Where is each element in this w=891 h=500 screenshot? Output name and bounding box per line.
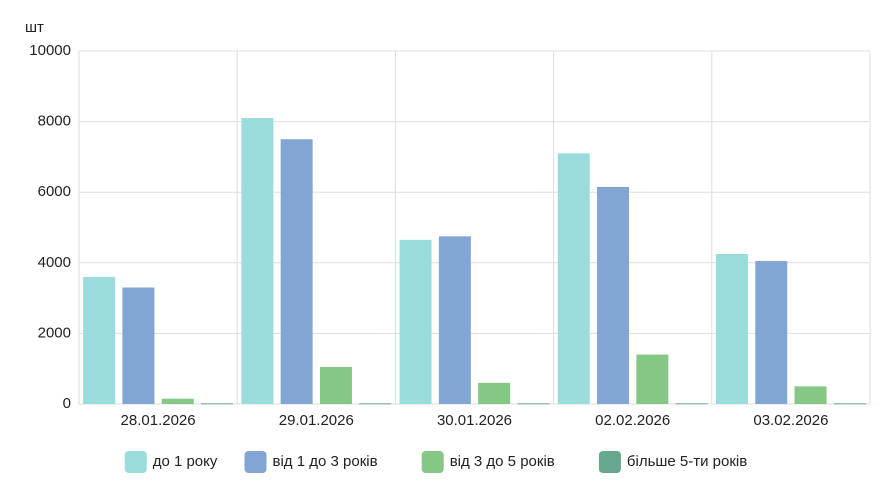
x-tick-label: 28.01.2026: [121, 412, 196, 429]
bar: [83, 276, 116, 404]
bar: [794, 386, 827, 404]
y-tick-label: 10000: [29, 42, 71, 59]
y-tick-label: 6000: [38, 183, 71, 200]
bar: [557, 153, 590, 404]
bar: [675, 403, 708, 405]
legend-swatch: [598, 451, 621, 473]
y-tick-label: 0: [63, 395, 71, 412]
x-tick-label: 03.02.2026: [753, 412, 828, 429]
bar: [319, 366, 352, 404]
y-tick-label: 4000: [38, 254, 71, 271]
legend-swatch: [124, 451, 147, 473]
x-tick-label: 02.02.2026: [595, 412, 670, 429]
bar: [597, 186, 630, 404]
legend-swatch: [244, 451, 267, 473]
bar: [755, 261, 788, 404]
bar: [241, 118, 274, 404]
bar: [359, 403, 392, 405]
legend-label: більше 5-ти років: [627, 453, 747, 470]
bar: [280, 139, 313, 404]
bar: [833, 403, 866, 405]
bar: [478, 382, 511, 404]
legend-label: від 1 до 3 років: [273, 453, 378, 470]
bar: [122, 287, 155, 404]
x-tick-label: 30.01.2026: [437, 412, 512, 429]
bar: [201, 403, 234, 405]
bar: [636, 354, 669, 404]
bar: [517, 403, 550, 405]
y-tick-label: 2000: [38, 324, 71, 341]
legend-label: від 3 до 5 років: [450, 453, 555, 470]
x-tick-label: 29.01.2026: [279, 412, 354, 429]
bar: [399, 239, 432, 404]
legend-label: до 1 року: [153, 453, 218, 470]
y-axis-label: шт: [25, 19, 44, 36]
bar: [438, 236, 471, 404]
bar: [715, 253, 748, 404]
y-tick-label: 8000: [38, 113, 71, 130]
bar: [161, 398, 194, 404]
legend-swatch: [421, 451, 444, 473]
